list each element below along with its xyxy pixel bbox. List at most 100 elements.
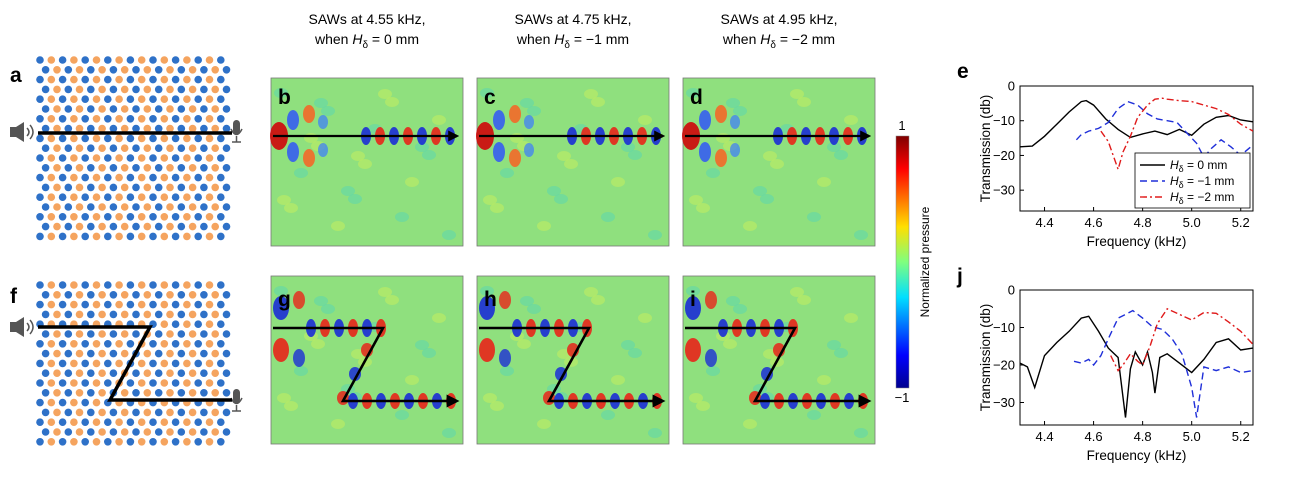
lattice-dot — [222, 144, 231, 152]
field-lobe — [274, 286, 288, 296]
lattice-dot — [205, 438, 214, 446]
plot-area — [1019, 289, 1254, 426]
lattice-dot — [58, 154, 67, 162]
lattice-dot — [211, 349, 219, 358]
field-lobe — [817, 177, 831, 187]
lattice-dot — [126, 56, 135, 64]
lattice-dot — [109, 183, 118, 192]
field-lobe — [432, 115, 446, 125]
lattice-dot — [177, 66, 186, 74]
microphone-icon — [230, 120, 243, 143]
field-lobe — [699, 142, 711, 162]
lattice-dot — [211, 183, 219, 192]
lattice-dot — [36, 359, 44, 368]
lattice-dot — [200, 330, 208, 338]
panel-label-d: d — [690, 86, 703, 109]
lattice-dot — [183, 418, 191, 427]
lattice-dot — [194, 438, 202, 446]
lattice-dot — [149, 193, 157, 201]
lattice-dot — [211, 124, 219, 133]
lattice-dot — [126, 134, 135, 143]
propagation-arrow — [685, 326, 872, 408]
y-axis-label: Transmission (db) — [978, 304, 993, 412]
lattice-dot — [98, 330, 106, 338]
lattice-dot — [109, 144, 118, 152]
lattice-dot — [47, 438, 56, 446]
lattice-dot — [222, 105, 231, 113]
lattice-dot — [81, 398, 89, 407]
lattice-dot — [188, 144, 197, 152]
field-lobe — [395, 410, 409, 420]
field-lobe — [827, 142, 841, 152]
lattice-dot — [53, 203, 61, 211]
lattice-dot — [177, 389, 186, 397]
lattice-dot — [58, 134, 67, 143]
lattice-dot — [194, 75, 202, 84]
lattice-dot — [222, 85, 231, 94]
field-lobe — [442, 230, 456, 240]
lattice-dot — [171, 359, 180, 368]
lattice-dot — [87, 330, 95, 338]
field-lobe — [483, 195, 497, 205]
field-lobe — [385, 295, 399, 305]
lattice-dot — [98, 408, 106, 417]
lattice-dot — [188, 85, 197, 94]
lattice-dot — [149, 300, 157, 309]
lattice-dot — [166, 428, 174, 436]
lattice-dot — [205, 340, 214, 348]
lattice-dot — [104, 95, 112, 103]
field-lobe — [686, 88, 700, 98]
lattice-dot — [81, 95, 89, 103]
lattice-dot — [92, 213, 101, 221]
field-lobe — [318, 115, 328, 129]
field-lobe — [726, 98, 740, 108]
field-lobe — [601, 212, 615, 222]
lattice-dot — [222, 349, 231, 358]
y-tick-label: −30 — [993, 395, 1015, 410]
lattice-dot — [98, 105, 106, 113]
field-lobe — [591, 295, 605, 305]
field-map-d — [682, 77, 876, 247]
lattice-dot — [154, 389, 163, 397]
lattice-dot — [64, 428, 73, 436]
lattice-dot — [200, 66, 208, 74]
lattice-dot — [70, 300, 78, 309]
legend-entry: Hδ = −2 mm — [1170, 190, 1234, 206]
lattice-dot — [132, 389, 140, 397]
lattice-dot — [171, 115, 180, 123]
lattice-dot — [177, 310, 186, 319]
lattice-dot — [120, 144, 129, 152]
lattice-dot — [109, 164, 118, 172]
lattice-dot — [143, 291, 152, 299]
lattice-dot — [104, 232, 112, 241]
lattice-schematic-z-shaped — [36, 281, 231, 446]
field-lobe — [415, 142, 429, 152]
lattice-dot — [177, 203, 186, 211]
lattice-dot — [70, 213, 78, 221]
lattice-dot — [149, 379, 157, 387]
lattice-dot — [149, 134, 157, 143]
field-lobe — [715, 149, 727, 167]
lattice-dot — [183, 340, 191, 348]
lattice-dot — [160, 359, 169, 368]
lattice-dot — [53, 369, 61, 378]
field-lobe — [723, 339, 737, 349]
lattice-dot — [171, 232, 180, 241]
lattice-dot — [132, 369, 140, 378]
lattice-dot — [143, 408, 152, 417]
y-tick-label: −30 — [993, 183, 1015, 198]
field-lobe — [314, 98, 328, 108]
lattice-dot — [154, 330, 163, 338]
lattice-dot — [70, 56, 78, 64]
lattice-dot — [194, 320, 202, 329]
lattice-dot — [222, 203, 231, 211]
field-lobe — [611, 177, 625, 187]
field-lobe — [770, 159, 784, 169]
lattice-dot — [137, 193, 146, 201]
lattice-dot — [109, 66, 118, 74]
lattice-dot — [115, 438, 123, 446]
lattice-dot — [183, 193, 191, 201]
lattice-dot — [171, 56, 180, 64]
lattice-dot — [171, 75, 180, 84]
field-lobe — [834, 348, 848, 358]
